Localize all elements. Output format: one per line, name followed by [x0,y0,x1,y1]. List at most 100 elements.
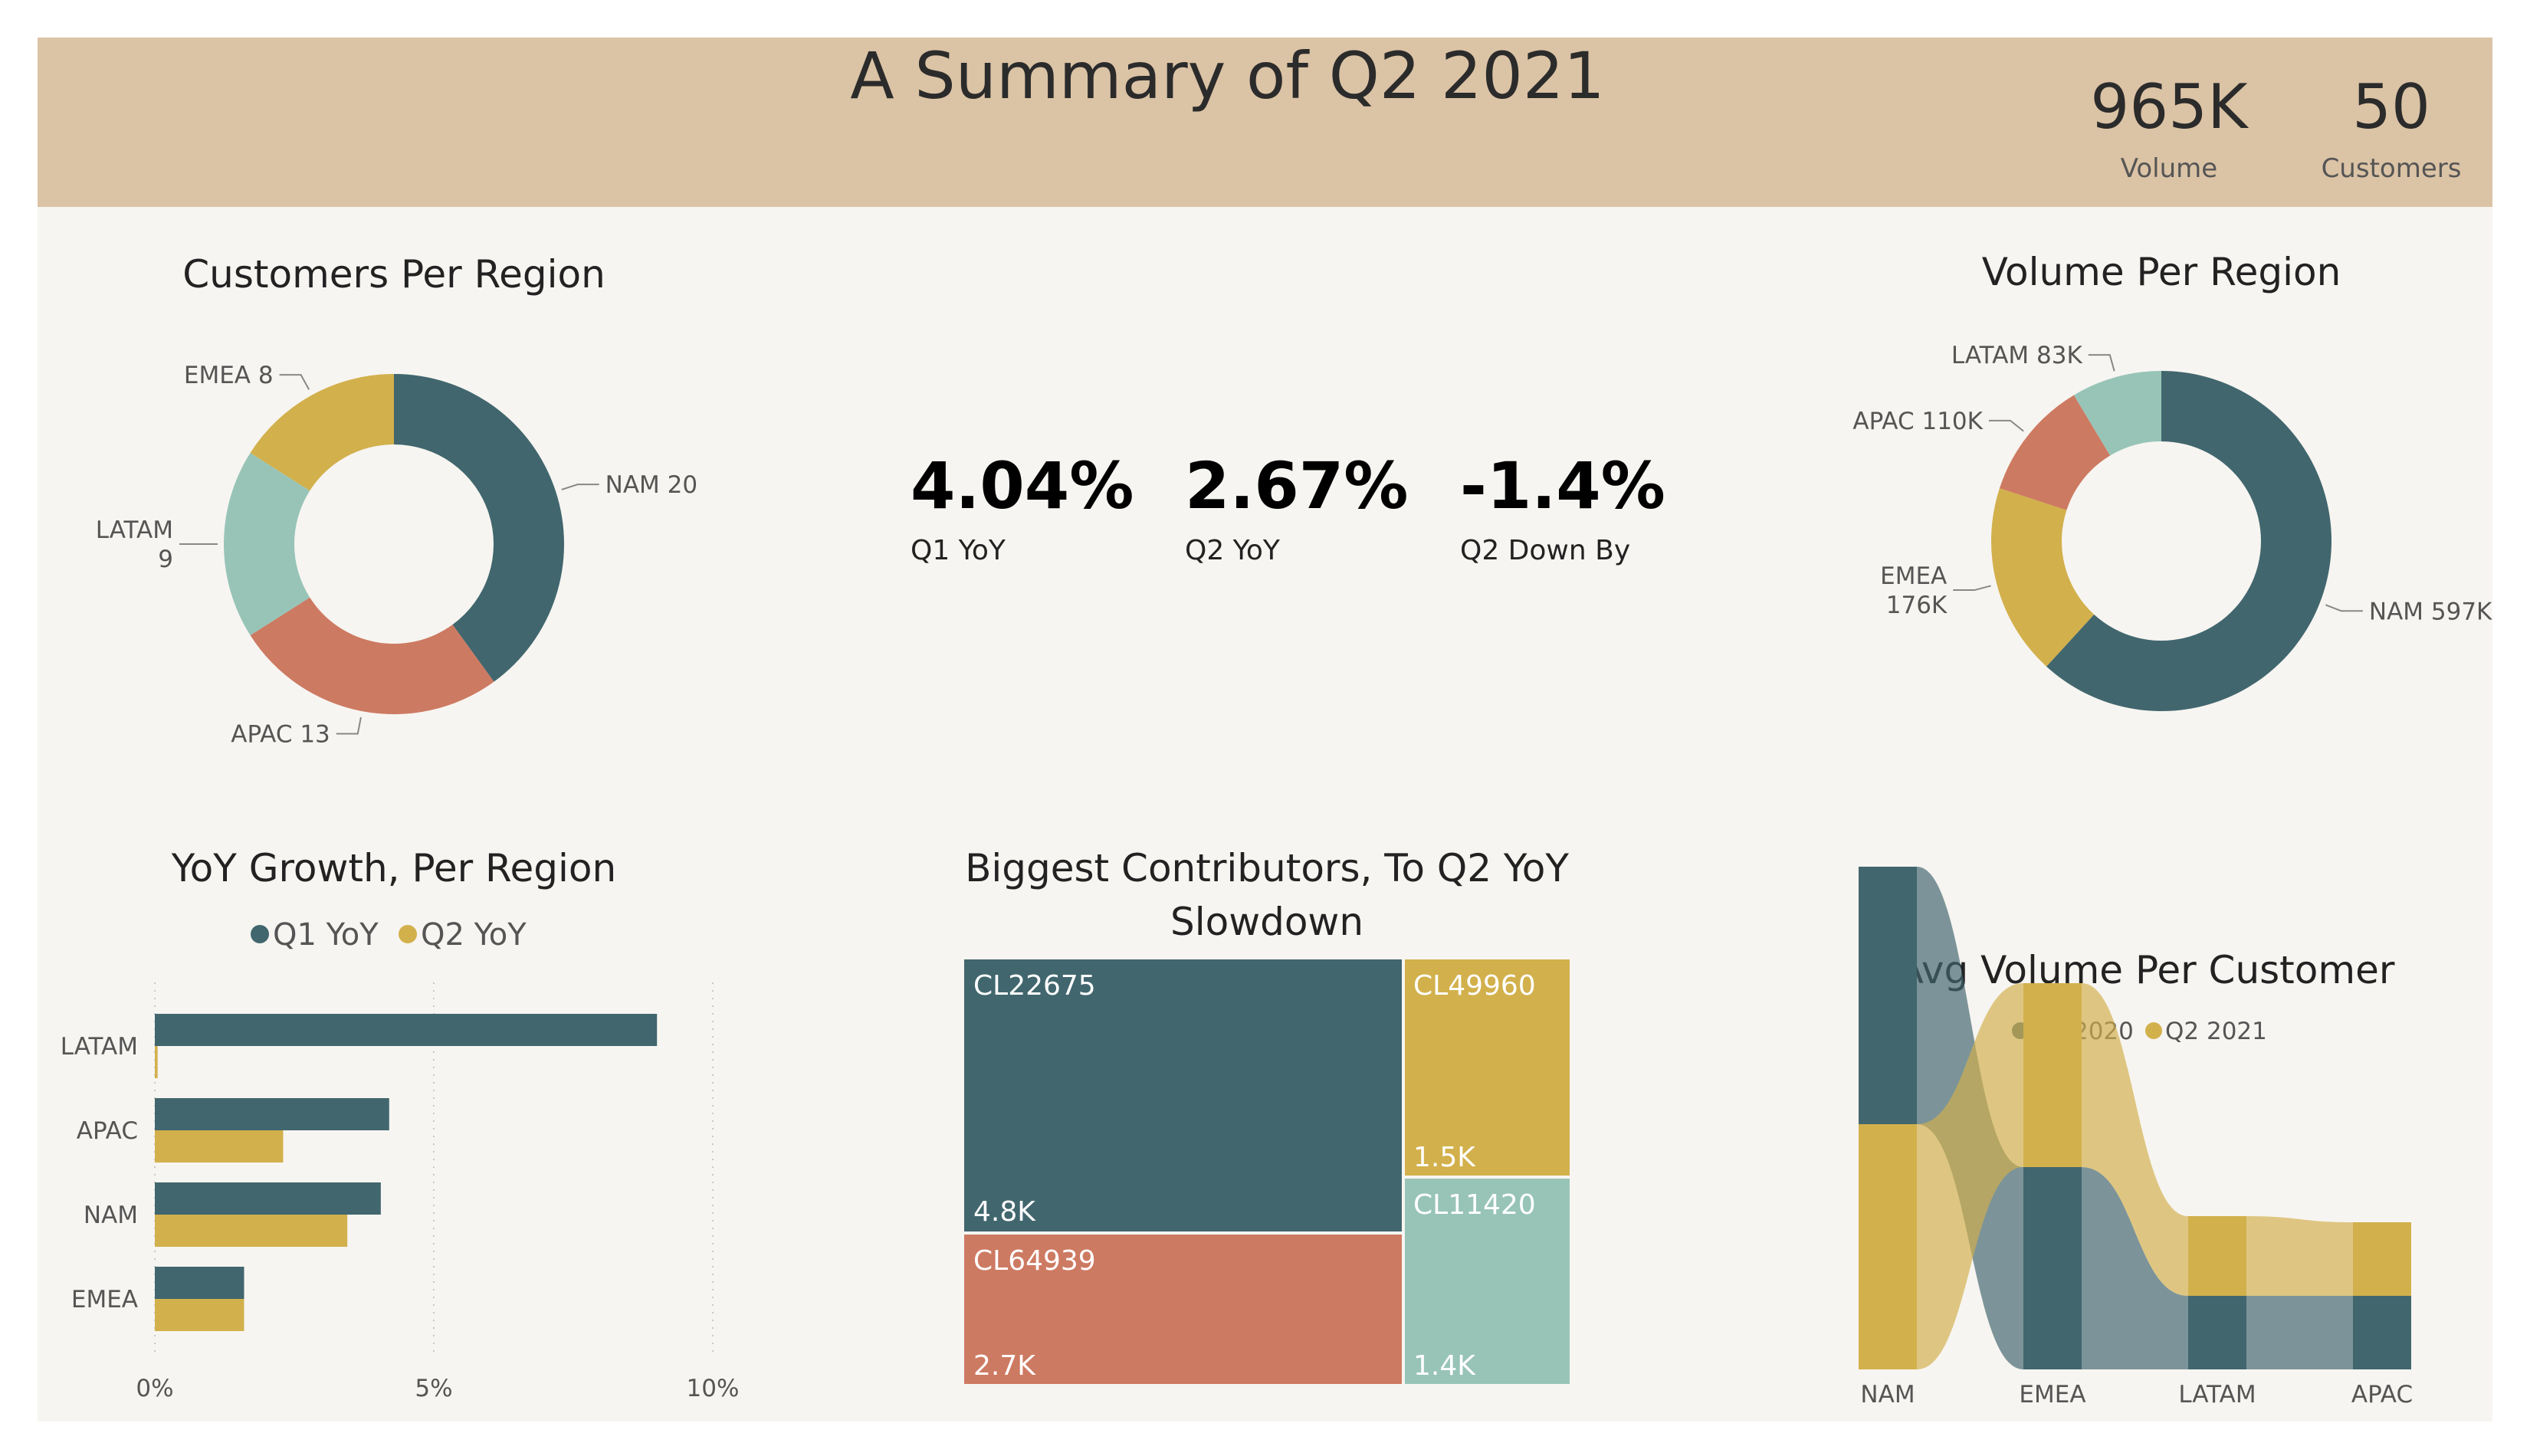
donut1-label-apac: APAC 13 [231,721,330,749]
ribbon-q2-2020-band-1 [2082,1167,2188,1369]
yoy-bar-emea-q2[interactable] [155,1299,244,1331]
customers-card: 50 Customers [2307,71,2476,185]
donut2-slice-latam[interactable] [2073,371,2161,456]
yoy-bar-title: YoY Growth, Per Region [171,846,616,890]
donut1-label-latam-name: LATAM [96,516,173,544]
volume-card: 965K Volume [2069,71,2269,185]
donut2-label-emea-name: EMEA [1880,562,1947,590]
donut2-label-apac: APAC 110K [1852,408,1983,435]
kpi-q1-value: 4.04% [911,448,1134,523]
ribbon-col-nam-q2-2020[interactable] [1859,867,1917,1124]
kpi-q1-yoy: 4.04% Q1 YoY [911,454,1134,566]
treemap: CL22675 4.8K CL49960 1.5K CL64939 2.7K C… [964,959,1570,1384]
kpi-q2-down: -1.4% Q2 Down By [1460,454,1665,566]
legend-q1-label: Q1 YoY [273,917,379,953]
legend-q2-2021-marker [2145,1022,2162,1039]
yoy-bars: 0% 5% 10% LATAM APAC NAM EMEA [61,982,740,1402]
donut1-label-nam: NAM 20 [605,471,697,499]
ribbon-cat-nam: NAM [1860,1381,1915,1408]
tile-cl22675-value: 4.8K [973,1196,1036,1228]
kpi-q2-label: Q2 YoY [1185,535,1280,566]
yoy-cat-emea: EMEA [71,1286,138,1313]
legend-q2-label: Q2 YoY [421,917,527,953]
tile-cl11420-value: 1.4K [1413,1350,1476,1382]
kpi-q1-label: Q1 YoY [911,535,1006,566]
treemap-title-line1: Biggest Contributors, To Q2 YoY [965,846,1569,890]
ribbon-col-apac-q2-2020[interactable] [2353,1296,2411,1369]
yoy-bar-apac-q1[interactable] [155,1098,389,1130]
ribbon-q2-2020-band-2 [2246,1296,2353,1369]
donut2-leader-apac [1988,419,2024,432]
ribbon-chart: NAM EMEA LATAM APAC [1859,867,2413,1408]
ribbon-title: Avg Volume Per Customer [1898,948,2395,992]
donut2-label-emea-value: 176K [1886,592,1948,619]
tile-cl22675-name: CL22675 [973,970,1096,1002]
treemap-tile-cl64939[interactable] [964,1235,1402,1384]
yoy-cat-apac: APAC [77,1117,138,1145]
treemap-title-line2: Slowdown [1170,900,1363,944]
yoy-cat-latam: LATAM [61,1033,138,1061]
ribbon-q2-2021-band-1 [2082,983,2188,1296]
donut1-leader-apac [336,717,362,735]
ribbon-cat-apac: APAC [2351,1381,2413,1408]
yoy-bar-apac-q2[interactable] [155,1130,284,1163]
donut2-slice-nam[interactable] [2046,371,2331,712]
donut1-label-emea: EMEA 8 [184,362,274,389]
volume-value: 965K [2090,71,2248,143]
donut2-leader-nam [2325,604,2363,612]
customers-value: 50 [2352,71,2430,143]
kpi-down-label: Q2 Down By [1460,535,1631,566]
ribbon-col-apac-q2-2021[interactable] [2353,1222,2411,1296]
donut1-slice-nam[interactable] [394,374,564,682]
donut1-leader-nam [561,484,599,490]
yoy-tick-10: 10% [687,1375,740,1402]
donut2-slice-apac[interactable] [1999,395,2111,510]
treemap-tile-cl49960[interactable] [1405,959,1570,1176]
yoy-tick-0: 0% [136,1375,173,1402]
donut1-slice-latam[interactable] [224,453,310,635]
ribbon-col-emea-q2-2021[interactable] [2023,983,2082,1167]
page-title: A Summary of Q2 2021 [850,38,1605,113]
ribbon-cat-latam: LATAM [2178,1381,2256,1408]
customers-donut-title: Customers Per Region [182,252,605,297]
ribbon-col-latam-q2-2021[interactable] [2188,1216,2246,1296]
donut2-label-latam: LATAM 83K [1951,342,2083,369]
tile-cl64939-name: CL64939 [973,1245,1096,1277]
treemap-tile-cl22675[interactable] [964,959,1402,1231]
donut2-leader-emea [1953,585,1991,592]
ribbon-cat-emea: EMEA [2019,1381,2085,1408]
volume-donut-title: Volume Per Region [1982,250,2341,294]
yoy-bar-emea-q1[interactable] [155,1267,244,1299]
donut1-leader-emea [279,374,310,390]
donut1-slice-emea[interactable] [250,374,394,491]
ribbon-col-emea-q2-2020[interactable] [2023,1167,2082,1369]
yoy-bar-nam-q1[interactable] [155,1182,381,1215]
yoy-tick-5: 5% [415,1375,452,1402]
donut1-label-latam-value: 9 [158,546,173,573]
kpi-q2-yoy: 2.67% Q2 YoY [1185,454,1408,566]
yoy-bar-nam-q2[interactable] [155,1215,348,1247]
legend-q2-marker [399,925,417,943]
treemap-tile-cl11420[interactable] [1405,1179,1570,1384]
yoy-legend: Q1 YoY Q2 YoY [251,917,527,953]
donut2-label-nam: NAM 597K [2369,598,2492,625]
tile-cl49960-name: CL49960 [1413,970,1536,1002]
yoy-bar-latam-q2[interactable] [155,1046,158,1078]
legend-q2-2021-label: Q2 2021 [2165,1018,2267,1045]
volume-label: Volume [2120,153,2218,184]
tile-cl49960-value: 1.5K [1413,1142,1476,1173]
ribbon-col-latam-q2-2020[interactable] [2188,1296,2246,1369]
tile-cl11420-name: CL11420 [1413,1189,1536,1221]
customers-label: Customers [2321,153,2462,184]
ribbon-q2-2021-band-2 [2246,1216,2353,1296]
ribbon-q2-2021-band-0 [1917,983,2023,1369]
yoy-bar-latam-q1[interactable] [155,1014,658,1046]
donut1-slice-apac[interactable] [250,597,494,715]
donut2-slice-emea[interactable] [1991,488,2095,667]
yoy-cat-nam: NAM [84,1202,138,1229]
kpi-q2-value: 2.67% [1185,448,1409,523]
ribbon-col-nam-q2-2021[interactable] [1859,1124,1917,1369]
